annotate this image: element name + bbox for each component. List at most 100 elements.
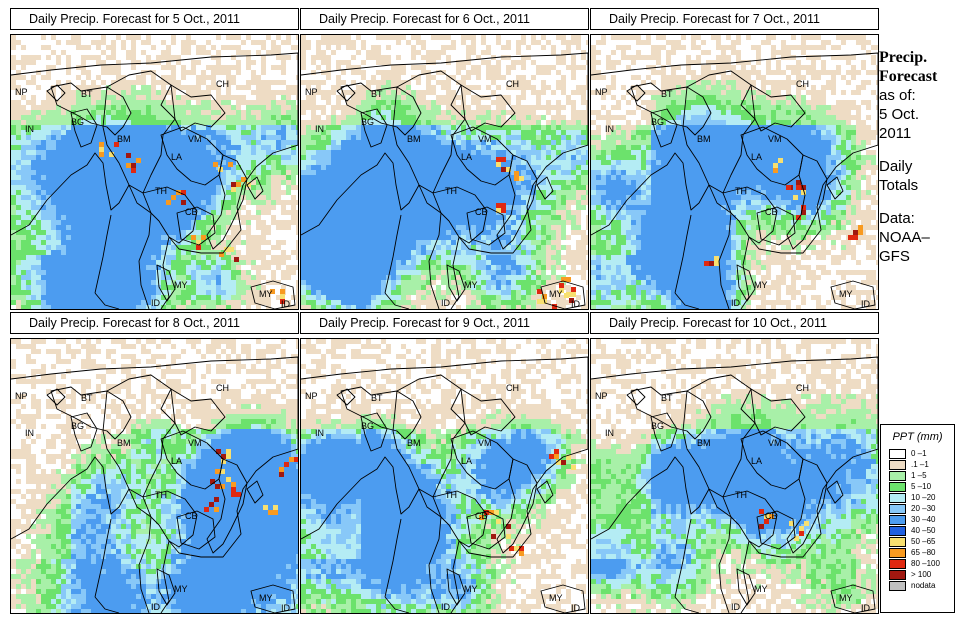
country-border [94, 214, 112, 294]
legend-swatch [889, 448, 906, 459]
legend-item: 50 –65 [889, 536, 954, 547]
legend-item: > 100 [889, 569, 954, 580]
country-border [384, 596, 410, 613]
country-label: BG [361, 421, 374, 431]
legend-label: 20 –30 [911, 503, 936, 513]
country-border [301, 456, 442, 613]
country-border [206, 154, 248, 250]
country-border [301, 152, 442, 309]
country-label: CB [475, 207, 488, 217]
country-border [340, 82, 422, 136]
info-asof: as of: [879, 87, 916, 104]
country-border [736, 264, 756, 302]
legend-swatch [889, 492, 906, 503]
country-label: NP [15, 87, 28, 97]
legend-swatch [889, 569, 906, 580]
country-label: ID [571, 603, 581, 613]
country-border [46, 388, 66, 406]
legend-item: 20 –30 [889, 503, 954, 514]
country-border [246, 176, 264, 200]
country-border [102, 70, 176, 194]
country-label: ID [441, 602, 451, 612]
country-border [94, 596, 120, 613]
country-label: BT [81, 89, 93, 99]
country-label: BG [651, 421, 664, 431]
country-label: IN [25, 428, 34, 438]
country-label: CH [796, 383, 809, 393]
forecast-panel-oct9: Daily Precip. Forecast for 9 Oct., 2011 … [300, 312, 589, 614]
country-border [740, 430, 804, 490]
country-border [446, 568, 466, 606]
ppt-legend: PPT (mm) 0 –1.1 –1 1 –5 5 –10 10 –20 20 –30 3… [880, 424, 955, 613]
country-border [176, 206, 216, 246]
country-border [536, 176, 554, 200]
country-label: BT [371, 393, 383, 403]
panel-title: Daily Precip. Forecast for 5 Oct., 2011 [10, 8, 299, 30]
legend-label: 80 –100 [911, 558, 940, 568]
country-label: MY [549, 593, 563, 603]
legend-swatch [889, 481, 906, 492]
country-label: LA [461, 456, 472, 466]
precip-map: CH NP BT IN BG BM VM LA TH CB MY MY ID ID [300, 338, 589, 614]
country-border [756, 206, 796, 246]
forecast-panel-oct8: Daily Precip. Forecast for 8 Oct., 2011 … [10, 312, 299, 614]
country-border [626, 84, 646, 102]
country-border [674, 292, 700, 309]
country-border [674, 214, 692, 294]
country-border [591, 456, 732, 613]
country-border [466, 510, 506, 550]
country-label: ID [151, 602, 161, 612]
country-label: VM [478, 134, 492, 144]
country-border [206, 458, 248, 554]
country-label: LA [171, 456, 182, 466]
legend-swatch [889, 525, 906, 536]
country-border [540, 280, 586, 309]
country-border [674, 596, 700, 613]
info-daily-line1: Daily [879, 158, 913, 175]
country-border [102, 374, 176, 498]
country-border [94, 292, 120, 309]
country-border [170, 388, 226, 436]
country-label: NP [595, 391, 608, 401]
country-label: BT [81, 393, 93, 403]
forecast-panel-oct6: Daily Precip. Forecast for 6 Oct., 2011 … [300, 8, 589, 310]
country-label: MY [174, 280, 188, 290]
legend-label: 30 –40 [911, 514, 936, 524]
forecast-panel-oct10: Daily Precip. Forecast for 10 Oct., 2011… [590, 312, 879, 614]
country-label: ID [441, 298, 451, 308]
legend-item: nodata [889, 580, 954, 591]
country-border [176, 510, 216, 550]
country-label: NP [15, 391, 28, 401]
country-border [70, 412, 98, 452]
precip-map-svg: CH NP BT IN BG BM VM LA TH CB MY MY ID ID [11, 35, 298, 309]
info-date-line1: 5 Oct. [879, 106, 920, 123]
country-label: MY [464, 280, 478, 290]
country-border [722, 186, 778, 244]
country-border [432, 186, 488, 244]
country-border [466, 206, 506, 246]
legend-item: .1 –1 [889, 459, 954, 470]
country-label: LA [171, 152, 182, 162]
country-border [674, 518, 692, 598]
precip-map: CH NP BT IN BG BM VM LA TH CB MY MY ID ID [590, 338, 879, 614]
country-label: MY [464, 584, 478, 594]
country-border [536, 480, 554, 504]
legend-item: 65 –80 [889, 547, 954, 558]
country-border [830, 280, 876, 309]
country-border [750, 84, 806, 132]
panel-title: Daily Precip. Forecast for 8 Oct., 2011 [10, 312, 299, 334]
info-title-line2: Forecast [879, 68, 938, 85]
legend-label: nodata [911, 580, 936, 590]
country-label: BG [71, 421, 84, 431]
country-label: LA [751, 456, 762, 466]
panel-title: Daily Precip. Forecast for 10 Oct., 2011 [590, 312, 879, 334]
country-label: ID [731, 298, 741, 308]
country-label: BM [407, 438, 421, 448]
country-border [11, 456, 152, 613]
country-border [70, 108, 98, 148]
country-border [740, 126, 804, 186]
country-label: IN [25, 124, 34, 134]
legend-swatch [889, 514, 906, 525]
country-border [360, 108, 388, 148]
country-label: NP [595, 87, 608, 97]
